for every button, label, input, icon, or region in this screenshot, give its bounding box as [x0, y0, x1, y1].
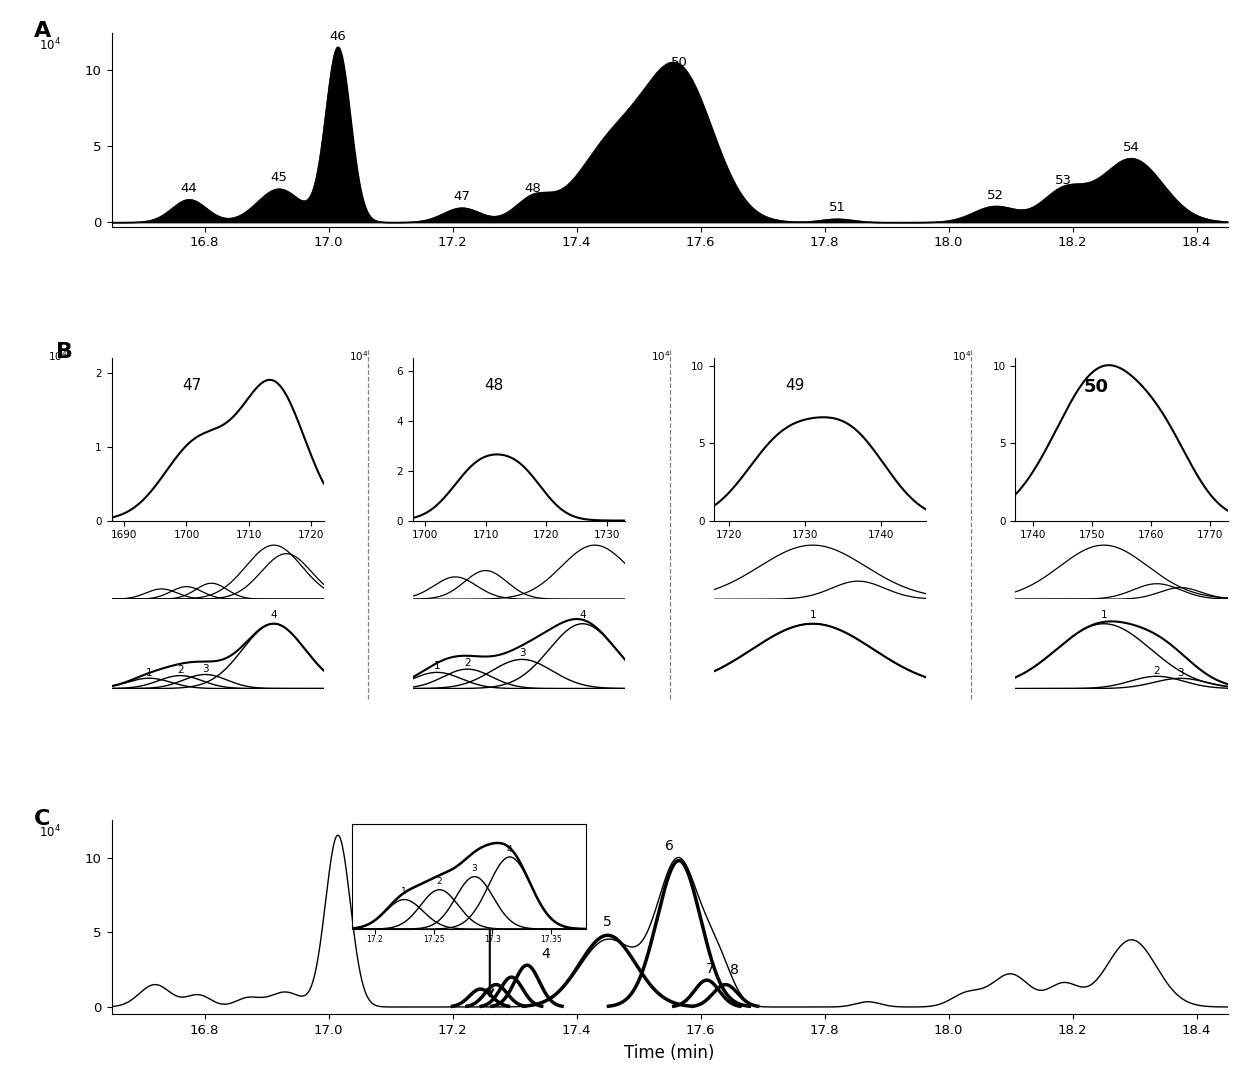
Text: 2: 2: [464, 658, 471, 668]
Text: 6: 6: [665, 839, 675, 853]
Text: A: A: [33, 21, 51, 41]
Text: 45: 45: [270, 171, 288, 184]
Text: B: B: [56, 342, 73, 361]
Text: 49: 49: [603, 131, 619, 144]
X-axis label: Time (min): Time (min): [625, 1044, 714, 1062]
Text: 53: 53: [1055, 175, 1071, 188]
Text: 48: 48: [484, 378, 503, 393]
Text: 48: 48: [525, 182, 542, 195]
Text: 49: 49: [785, 378, 805, 393]
Text: 47: 47: [182, 378, 202, 393]
Text: 3: 3: [518, 648, 526, 658]
Text: $10^4$: $10^4$: [350, 348, 368, 362]
Text: 1: 1: [1101, 610, 1107, 620]
Text: $10^4$: $10^4$: [952, 348, 971, 362]
Text: 44: 44: [181, 182, 197, 195]
Text: C: C: [33, 808, 50, 829]
Text: 54: 54: [1123, 141, 1140, 154]
Text: 7: 7: [706, 961, 714, 975]
Text: 52: 52: [987, 189, 1003, 202]
Text: 4: 4: [270, 610, 278, 620]
Text: 3: 3: [202, 664, 208, 674]
Text: 5: 5: [603, 916, 613, 930]
Text: 4: 4: [579, 610, 587, 620]
Text: $10^4$: $10^4$: [38, 825, 61, 841]
Text: 46: 46: [330, 30, 346, 43]
Text: $10^4$: $10^4$: [48, 348, 67, 362]
Text: 4: 4: [541, 947, 551, 960]
Text: 50: 50: [1084, 378, 1109, 396]
Text: 1: 1: [146, 667, 153, 677]
Text: 51: 51: [828, 202, 846, 215]
Text: $10^4$: $10^4$: [38, 37, 61, 53]
Text: 1: 1: [434, 662, 440, 672]
Text: $10^4$: $10^4$: [651, 348, 670, 362]
Text: 2: 2: [177, 665, 184, 675]
Text: 1: 1: [810, 610, 816, 620]
Text: 8: 8: [730, 963, 739, 978]
Text: 47: 47: [454, 190, 470, 203]
Text: 50: 50: [671, 56, 687, 69]
Text: 2: 2: [1153, 665, 1161, 676]
Text: 3: 3: [1177, 667, 1184, 678]
